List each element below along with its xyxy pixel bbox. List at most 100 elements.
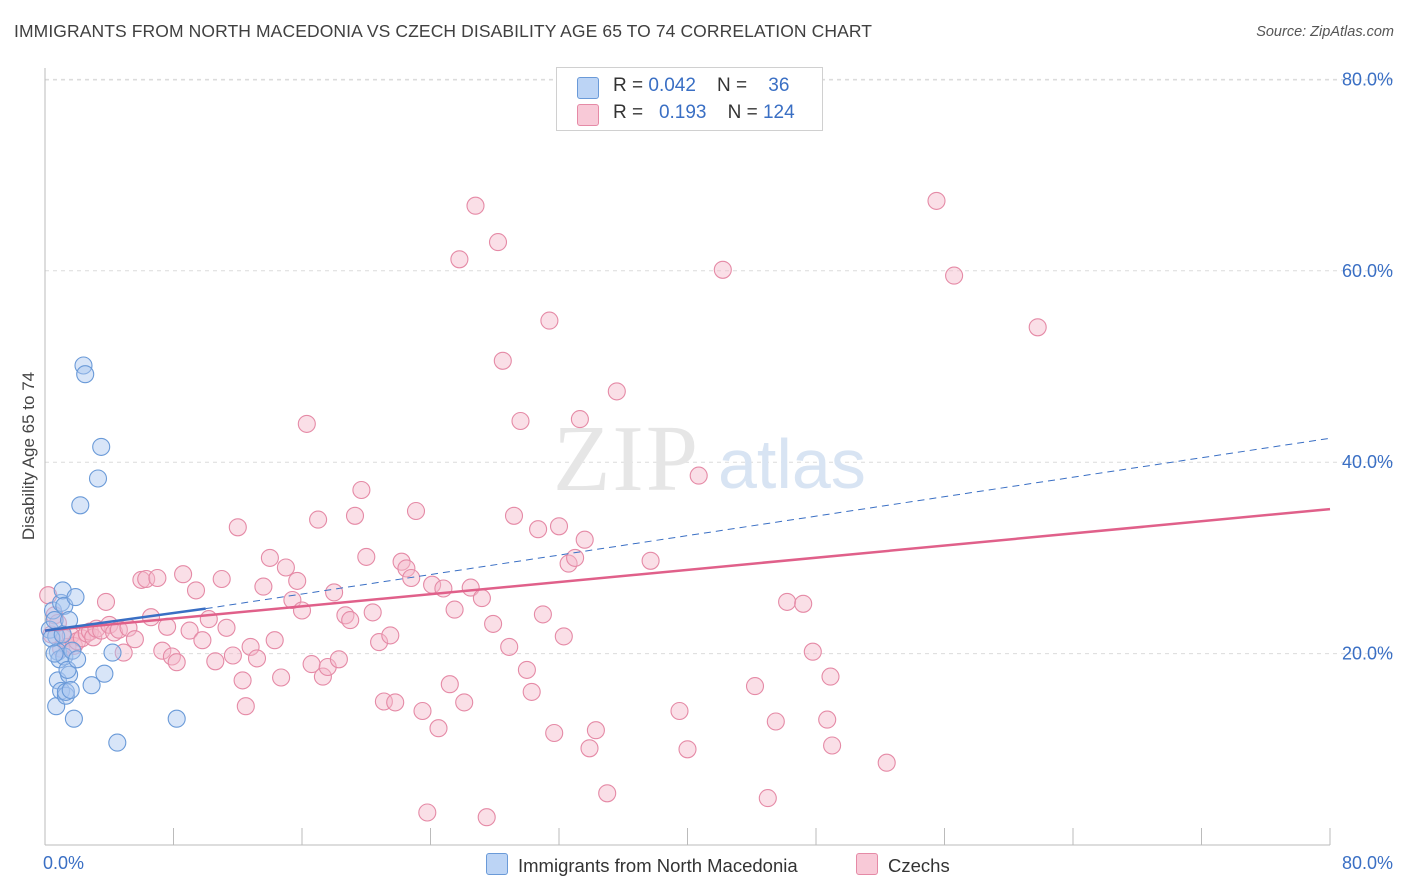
- czechs-point: [167, 653, 186, 672]
- legend-n-value: 124: [762, 102, 795, 123]
- czechs-point: [466, 196, 485, 215]
- czechs-trend-line: [44, 507, 1331, 632]
- czechs-point: [500, 637, 519, 656]
- czechs-point: [217, 618, 236, 637]
- bottom-legend-label: Immigrants from North Macedonia: [518, 855, 798, 876]
- north-macedonia-point: [68, 650, 87, 669]
- czechs-point: [778, 592, 797, 611]
- czechs-point: [386, 693, 405, 712]
- czechs-point: [554, 627, 573, 646]
- north-macedonia-point: [66, 588, 85, 607]
- czechs-point: [206, 652, 225, 671]
- czechs-point: [488, 233, 508, 252]
- czechs-point: [162, 647, 181, 666]
- y-tick-label: 80.0%: [1342, 69, 1393, 89]
- legend-n-label: N =: [717, 75, 753, 96]
- watermark-zip: ZIP: [553, 407, 700, 511]
- series-north-macedonia: [40, 356, 186, 752]
- czechs-point: [186, 581, 206, 600]
- north-macedonia-point: [45, 644, 64, 663]
- czechs-point: [402, 568, 421, 588]
- bottom-legend-czechs: Czechs: [856, 853, 950, 877]
- czechs-point: [493, 351, 512, 370]
- czechs-point: [329, 650, 348, 669]
- y-tick-label: 60.0%: [1342, 261, 1393, 281]
- series-czechs: [39, 191, 1047, 827]
- legend-r-value: 0.193: [658, 102, 707, 123]
- czechs-point: [381, 626, 400, 645]
- czechs-point: [598, 784, 617, 803]
- czechs-point: [945, 266, 964, 285]
- y-tick-label: 20.0%: [1342, 644, 1393, 664]
- y-axis-label: Disability Age 65 to 74: [19, 372, 38, 540]
- czechs-point: [670, 701, 689, 721]
- czechs-point: [153, 641, 172, 660]
- north-macedonia-point: [167, 709, 186, 728]
- czechs-point: [336, 606, 355, 625]
- bottom-legend-label: Czechs: [888, 855, 950, 876]
- x-tick-label-max: 80.0%: [1342, 853, 1393, 873]
- north-macedonia-point: [88, 469, 108, 488]
- czechs-point: [570, 410, 589, 429]
- czechs-point: [247, 649, 267, 668]
- czechs-point: [758, 789, 777, 808]
- czechs-point: [297, 414, 316, 433]
- legend-n-label: N =: [727, 102, 763, 123]
- legend-r-value: 0.042: [648, 75, 696, 96]
- north-macedonia-trend-extension: [205, 437, 1331, 610]
- czechs-point: [272, 668, 291, 687]
- czechs-point: [429, 719, 448, 738]
- czechs-point: [397, 559, 416, 578]
- czechs-point: [927, 191, 946, 210]
- czechs-point: [357, 547, 376, 566]
- czechs-point: [413, 701, 432, 721]
- czechs-point: [125, 630, 144, 649]
- tick-labels: 20.0% 40.0% 60.0% 80.0% 0.0% 80.0%: [43, 69, 1393, 873]
- czechs-point: [821, 667, 840, 686]
- czechs-point: [309, 510, 328, 529]
- czechs-point: [193, 631, 212, 650]
- czechs-point: [445, 600, 464, 619]
- north-macedonia-point: [63, 641, 82, 660]
- czechs-point: [522, 682, 541, 701]
- czechs-point: [228, 518, 247, 537]
- bottom-legend-north-macedonia: Immigrants from North Macedonia: [486, 853, 798, 877]
- trend-lines: [44, 437, 1331, 632]
- czechs-point: [477, 808, 496, 827]
- czechs-point: [607, 382, 626, 401]
- czechs-point: [472, 589, 491, 608]
- x-tick-label-min: 0.0%: [43, 853, 84, 873]
- czechs-point: [803, 642, 822, 661]
- legend-r-label: R =: [613, 75, 649, 96]
- north-macedonia-point: [103, 643, 122, 662]
- watermark: ZIP atlas: [553, 407, 866, 511]
- czechs-point: [236, 697, 255, 716]
- czechs-point: [511, 411, 530, 431]
- legend-r-label: R =: [613, 102, 649, 123]
- czechs-point: [689, 466, 708, 485]
- czechs-point: [345, 506, 365, 525]
- czechs-point: [406, 501, 426, 521]
- czechs-point: [148, 568, 167, 588]
- czechs-point: [678, 740, 697, 759]
- czechs-point: [254, 577, 273, 596]
- source-label: Source: ZipAtlas.com: [1256, 24, 1394, 40]
- czechs-point: [641, 551, 660, 570]
- czechs-point: [549, 517, 569, 536]
- czechs-point: [96, 592, 116, 611]
- czechs-point: [370, 633, 389, 652]
- czechs-point: [794, 594, 813, 613]
- czechs-point: [580, 739, 599, 758]
- czechs-point: [533, 605, 552, 624]
- czechs-point: [212, 569, 231, 589]
- czechs-point: [1028, 318, 1047, 337]
- axes: [44, 68, 1331, 846]
- legend-swatch-blue: [577, 77, 599, 99]
- czechs-point: [174, 565, 193, 584]
- czechs-point: [341, 611, 360, 630]
- north-macedonia-point: [76, 365, 95, 384]
- north-macedonia-point: [71, 496, 90, 515]
- czechs-point: [566, 548, 585, 567]
- czechs-point: [313, 667, 332, 686]
